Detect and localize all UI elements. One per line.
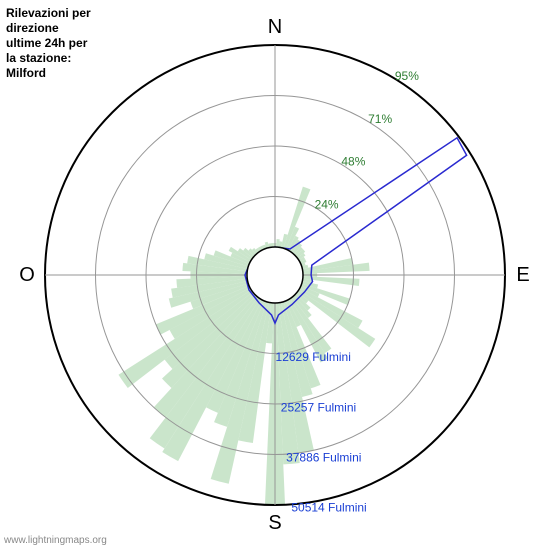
fulmini-label: 50514 Fulmini <box>291 501 366 515</box>
cardinal-n: N <box>268 16 282 38</box>
footer-attribution: www.lightningmaps.org <box>4 535 107 546</box>
fulmini-label: 25257 Fulmini <box>281 400 356 414</box>
pct-label: 71% <box>368 112 392 126</box>
cardinal-o: O <box>19 264 35 286</box>
pct-label: 24% <box>315 197 339 211</box>
pct-label: 48% <box>341 155 365 169</box>
cardinal-s: S <box>268 512 281 534</box>
fulmini-label: 37886 Fulmini <box>286 451 361 465</box>
pct-label: 95% <box>395 69 419 83</box>
polar-chart: N E S O 24% 48% 71% 95% 12629 Fulmini 25257 Fulmi… <box>0 0 550 550</box>
cardinal-e: E <box>516 264 529 286</box>
fulmini-label: 12629 Fulmini <box>276 350 351 364</box>
center-circle <box>247 247 303 303</box>
